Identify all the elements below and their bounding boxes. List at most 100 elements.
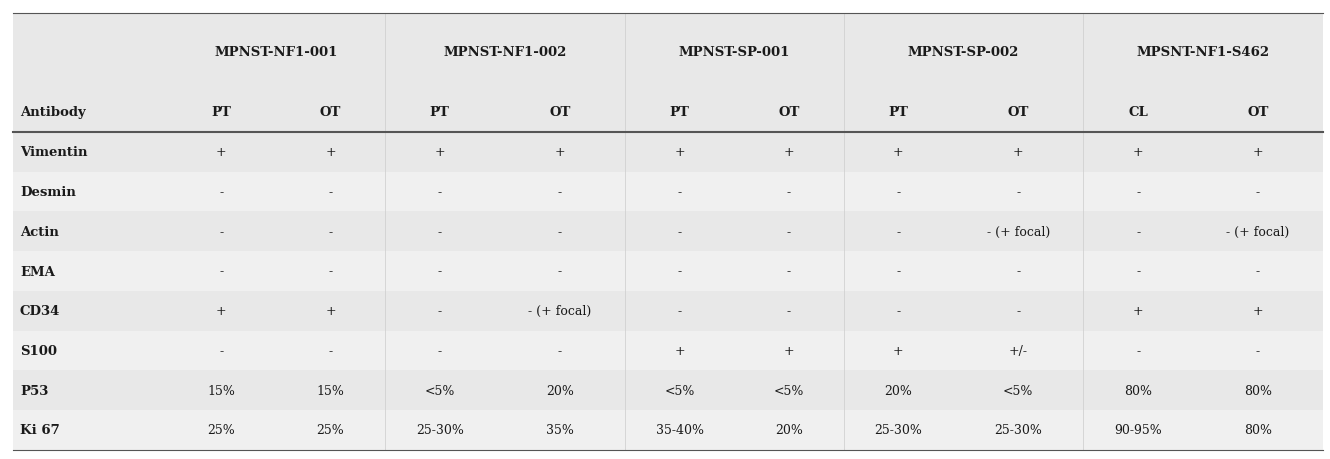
Text: -: - <box>329 344 332 357</box>
Text: +: + <box>215 146 226 159</box>
Text: PT: PT <box>430 105 450 118</box>
Text: +/-: +/- <box>1008 344 1028 357</box>
Text: OT: OT <box>319 105 342 118</box>
Text: -: - <box>896 265 900 278</box>
Text: 80%: 80% <box>1244 424 1271 437</box>
Text: -: - <box>557 344 561 357</box>
Text: 15%: 15% <box>317 384 344 397</box>
Text: -: - <box>219 344 223 357</box>
Text: S100: S100 <box>20 344 57 357</box>
Text: <5%: <5% <box>1003 384 1033 397</box>
Text: -: - <box>1256 186 1260 199</box>
Text: 20%: 20% <box>775 424 803 437</box>
Text: -: - <box>329 186 332 199</box>
Text: 20%: 20% <box>545 384 573 397</box>
Text: -: - <box>1256 265 1260 278</box>
Text: -: - <box>787 186 791 199</box>
Text: -: - <box>557 225 561 238</box>
Text: Vimentin: Vimentin <box>20 146 88 159</box>
Text: OT: OT <box>1248 105 1269 118</box>
Bar <box>13 252 1323 291</box>
Text: -: - <box>1016 186 1020 199</box>
Bar <box>13 370 1323 410</box>
Text: 35-40%: 35-40% <box>656 424 704 437</box>
Text: +: + <box>1013 146 1024 159</box>
Bar <box>13 410 1323 450</box>
Text: 80%: 80% <box>1244 384 1271 397</box>
Bar <box>13 172 1323 212</box>
Text: 25%: 25% <box>317 424 344 437</box>
Text: +: + <box>1133 146 1144 159</box>
Text: -: - <box>438 265 442 278</box>
Text: 15%: 15% <box>207 384 235 397</box>
Text: -: - <box>1256 344 1260 357</box>
Bar <box>13 291 1323 331</box>
Text: -: - <box>1136 186 1140 199</box>
Text: +: + <box>783 344 794 357</box>
Bar <box>13 212 1323 252</box>
Text: +: + <box>1133 305 1144 318</box>
Text: 25-30%: 25-30% <box>995 424 1043 437</box>
Text: -: - <box>438 344 442 357</box>
Text: +: + <box>892 146 903 159</box>
Text: 35%: 35% <box>545 424 573 437</box>
Text: +: + <box>674 146 685 159</box>
Text: +: + <box>1253 146 1264 159</box>
Text: - (+ focal): - (+ focal) <box>528 305 592 318</box>
Text: CD34: CD34 <box>20 305 60 318</box>
Text: 20%: 20% <box>884 384 912 397</box>
Text: MPNST-SP-001: MPNST-SP-001 <box>678 46 790 59</box>
Text: -: - <box>1136 344 1140 357</box>
Text: +: + <box>435 146 446 159</box>
Text: +: + <box>325 305 335 318</box>
Text: +: + <box>783 146 794 159</box>
Text: 25-30%: 25-30% <box>416 424 464 437</box>
Text: 80%: 80% <box>1124 384 1152 397</box>
Text: -: - <box>1016 265 1020 278</box>
Text: - (+ focal): - (+ focal) <box>987 225 1049 238</box>
Text: <5%: <5% <box>774 384 805 397</box>
Bar <box>13 14 1323 133</box>
Text: -: - <box>557 265 561 278</box>
Text: Desmin: Desmin <box>20 186 76 199</box>
Text: 25-30%: 25-30% <box>874 424 922 437</box>
Bar <box>13 133 1323 172</box>
Text: -: - <box>1136 225 1140 238</box>
Text: MPNST-NF1-002: MPNST-NF1-002 <box>443 46 567 59</box>
Text: -: - <box>438 186 442 199</box>
Text: -: - <box>677 225 682 238</box>
Text: PT: PT <box>670 105 689 118</box>
Text: <5%: <5% <box>665 384 694 397</box>
Text: -: - <box>896 186 900 199</box>
Text: - (+ focal): - (+ focal) <box>1226 225 1290 238</box>
Text: EMA: EMA <box>20 265 55 278</box>
Text: -: - <box>329 225 332 238</box>
Bar <box>13 331 1323 370</box>
Text: -: - <box>787 265 791 278</box>
Text: -: - <box>329 265 332 278</box>
Text: -: - <box>787 225 791 238</box>
Text: -: - <box>438 305 442 318</box>
Text: Antibody: Antibody <box>20 105 85 118</box>
Text: +: + <box>892 344 903 357</box>
Text: CL: CL <box>1128 105 1148 118</box>
Text: -: - <box>896 305 900 318</box>
Text: -: - <box>557 186 561 199</box>
Text: MPSNT-NF1-S462: MPSNT-NF1-S462 <box>1137 46 1270 59</box>
Text: +: + <box>674 344 685 357</box>
Text: +: + <box>1253 305 1264 318</box>
Text: Ki 67: Ki 67 <box>20 424 60 437</box>
Text: MPNST-SP-002: MPNST-SP-002 <box>908 46 1019 59</box>
Text: -: - <box>677 186 682 199</box>
Text: OT: OT <box>778 105 799 118</box>
Text: -: - <box>787 305 791 318</box>
Text: Actin: Actin <box>20 225 59 238</box>
Text: +: + <box>215 305 226 318</box>
Text: <5%: <5% <box>424 384 455 397</box>
Text: OT: OT <box>549 105 571 118</box>
Text: -: - <box>438 225 442 238</box>
Text: 25%: 25% <box>207 424 235 437</box>
Text: 90-95%: 90-95% <box>1115 424 1162 437</box>
Text: OT: OT <box>1007 105 1029 118</box>
Text: +: + <box>555 146 565 159</box>
